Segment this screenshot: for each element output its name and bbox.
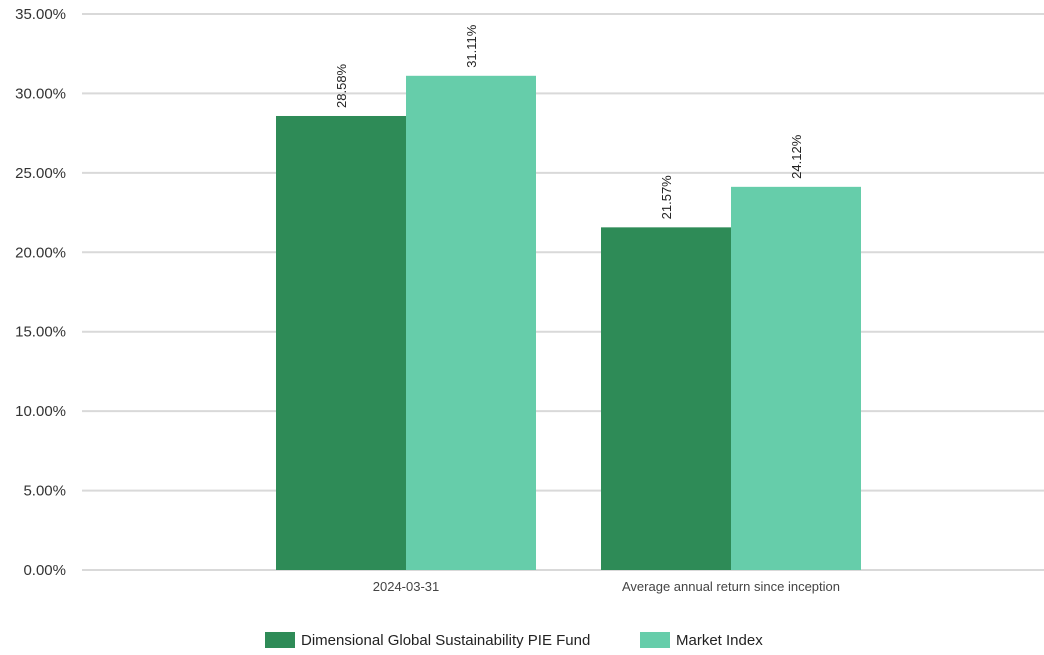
y-tick-label: 35.00% xyxy=(15,6,66,23)
data-label: 21.57% xyxy=(659,175,674,220)
legend: Dimensional Global Sustainability PIE Fu… xyxy=(265,632,763,649)
legend-label: Market Index xyxy=(676,632,763,649)
bar xyxy=(406,75,536,571)
bars xyxy=(276,75,861,571)
data-label: 28.58% xyxy=(334,63,349,108)
x-category-label: Average annual return since inception xyxy=(622,579,840,594)
legend-swatch xyxy=(640,632,670,648)
bar xyxy=(731,186,861,570)
bar xyxy=(276,115,406,571)
x-category-label: 2024-03-31 xyxy=(373,579,440,594)
y-tick-label: 10.00% xyxy=(15,403,66,420)
y-axis-ticks: 0.00% 5.00% 10.00% 15.00% 20.00% 25.00% 30.00%… xyxy=(15,6,66,579)
gridlines xyxy=(82,13,1044,571)
data-label: 31.11% xyxy=(464,24,479,68)
x-axis-categories: 2024-03-31 Average annual return since in… xyxy=(373,579,840,594)
legend-label: Dimensional Global Sustainability PIE Fu… xyxy=(301,632,590,649)
y-tick-label: 30.00% xyxy=(15,85,66,102)
bar xyxy=(601,227,731,570)
y-tick-label: 0.00% xyxy=(23,562,66,579)
data-labels: 28.58% 31.11% 21.57% 24.12% xyxy=(334,24,804,219)
y-tick-label: 15.00% xyxy=(15,324,66,341)
legend-swatch xyxy=(265,632,295,648)
y-tick-label: 20.00% xyxy=(15,244,66,261)
data-label: 24.12% xyxy=(789,134,804,179)
y-tick-label: 5.00% xyxy=(23,483,66,500)
y-tick-label: 25.00% xyxy=(15,165,66,182)
